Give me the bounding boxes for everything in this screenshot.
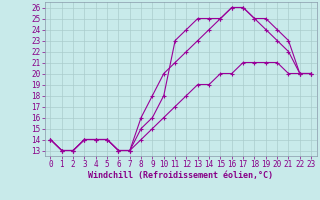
X-axis label: Windchill (Refroidissement éolien,°C): Windchill (Refroidissement éolien,°C) bbox=[88, 171, 273, 180]
